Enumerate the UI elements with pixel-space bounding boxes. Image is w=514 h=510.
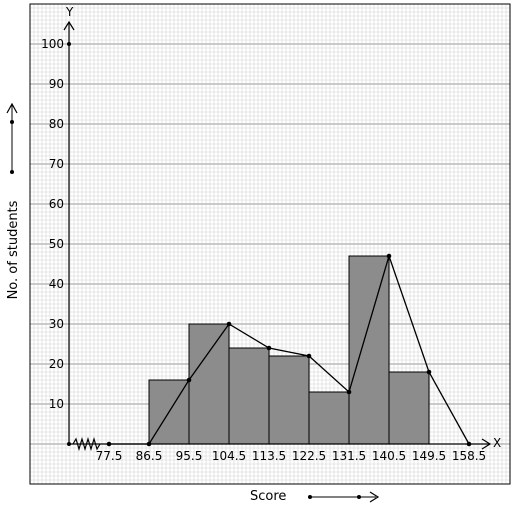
polygon-point [346, 389, 352, 395]
axis-break-icon [72, 436, 101, 452]
histogram-bar [188, 323, 230, 445]
x-tick-label: 86.5 [136, 449, 163, 463]
polygon-point [266, 345, 272, 351]
frequency-polygon [106, 253, 472, 447]
frequency-polygon-line [109, 253, 470, 445]
y-tick-label: 100 [41, 37, 64, 51]
polygon-point [106, 441, 112, 447]
x-axis-title: Score [250, 489, 286, 504]
histogram-bar [228, 347, 270, 445]
y-tick-label: 30 [49, 317, 64, 331]
polygon-point [386, 253, 392, 259]
polygon-point [426, 369, 432, 375]
y-tick-label: 90 [49, 77, 64, 91]
x-tick-label: 131.5 [332, 449, 366, 463]
x-axis-letter: X [493, 436, 501, 450]
polygon-point [226, 321, 232, 327]
polygon-point [306, 353, 312, 359]
y-tick-label: 80 [49, 117, 64, 131]
y-tick-label: 60 [49, 197, 64, 211]
y-tick-label: 70 [49, 157, 64, 171]
y-axis-letter: Y [65, 5, 74, 19]
y-tick-label: 50 [49, 237, 64, 251]
y-tick-label: 20 [49, 357, 64, 371]
x-direction-arrow-icon [308, 491, 380, 503]
x-tick-label: 77.5 [96, 449, 123, 463]
polygon-point [146, 441, 152, 447]
histogram-bar [348, 255, 390, 445]
x-tick-label: 122.5 [292, 449, 326, 463]
histogram-bar [268, 355, 310, 445]
polygon-point [466, 441, 472, 447]
histogram-bar [308, 391, 350, 445]
y-axis-title: No. of students [6, 200, 21, 299]
y-tick-label: 40 [49, 277, 64, 291]
polygon-point [186, 377, 192, 383]
histogram-bars [148, 255, 430, 445]
x-tick-label: 140.5 [372, 449, 406, 463]
x-tick-label: 95.5 [176, 449, 203, 463]
tick-labels: 10 20 30 40 50 60 70 80 90 100 77.5 86.5 95.5 104.5 11… [41, 37, 486, 463]
x-tick-label: 113.5 [252, 449, 286, 463]
x-tick-label: 104.5 [212, 449, 246, 463]
x-tick-label: 149.5 [412, 449, 446, 463]
x-tick-label: 158.5 [452, 449, 486, 463]
y-direction-arrow-icon [6, 102, 18, 174]
y-tick-label: 10 [49, 397, 64, 411]
histogram-bar [388, 371, 430, 445]
